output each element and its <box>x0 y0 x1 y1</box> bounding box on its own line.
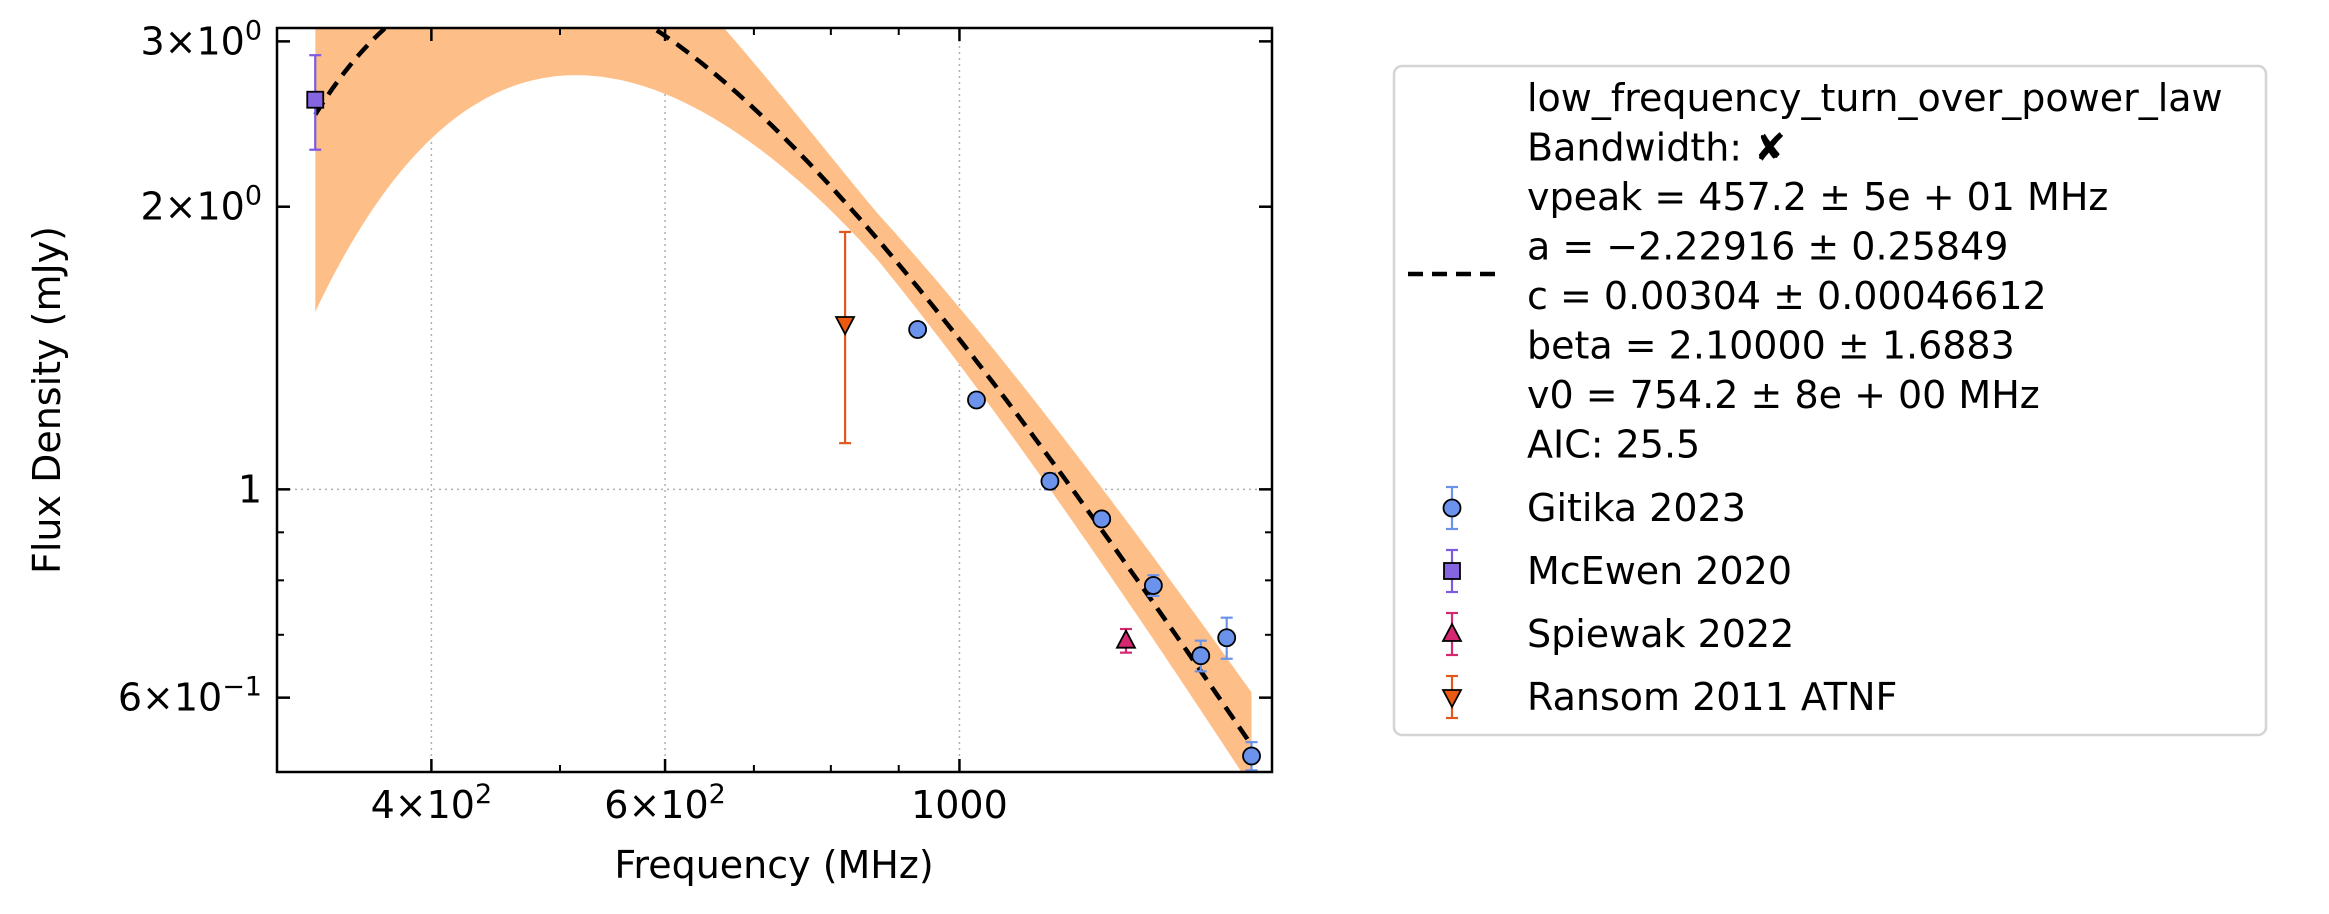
tick-labels: 4×102 6×102 1000 3×100 2×100 1 6×10−1 <box>118 15 1008 827</box>
legend-fit-line: a = −2.22916 ± 0.25849 <box>1527 225 2008 269</box>
legend-fit-line: v0 = 754.2 ± 8e + 00 MHz <box>1527 373 2040 417</box>
data-point <box>1242 746 1261 766</box>
legend-fit-line: AIC: 25.5 <box>1527 423 1700 467</box>
x-tick-label: 6×102 <box>604 779 726 827</box>
legend-fit-line: low_frequency_turn_over_power_law <box>1527 76 2223 120</box>
axis-ticks <box>277 28 1272 773</box>
data-point <box>1115 628 1137 649</box>
data-point <box>1217 628 1237 648</box>
fit-uncertainty-band <box>315 28 1252 772</box>
legend-marker <box>1441 689 1463 709</box>
y-axis-label: Flux Density (mJy) <box>25 226 69 574</box>
legend-frame <box>1392 64 2268 737</box>
y-tick-label: 1 <box>238 467 262 511</box>
legend-series: Gitika 2023 McEwen 2020 Spiewak 2022 Ransom… <box>1441 485 1897 720</box>
legend: low_frequency_turn_over_power_law Bandwid… <box>1392 64 2268 737</box>
legend-series-label: Ransom 2011 ATNF <box>1527 675 1897 719</box>
legend-marker <box>1442 498 1462 518</box>
legend-fit-line: Bandwidth: ✘ <box>1527 126 1786 170</box>
data-point <box>1092 509 1112 529</box>
x-tick-label: 4×102 <box>371 779 493 827</box>
legend-fit-text: low_frequency_turn_over_power_law Bandwid… <box>1527 76 2223 467</box>
data-point <box>1143 576 1163 595</box>
x-tick-label: 1000 <box>911 783 1008 827</box>
legend-series-label: McEwen 2020 <box>1527 549 1792 593</box>
plot-frame <box>275 26 1274 774</box>
data-points <box>306 54 1261 772</box>
legend-marker <box>1443 562 1461 580</box>
data-point <box>834 316 856 336</box>
data-point <box>967 390 986 410</box>
x-axis-label: Frequency (MHz) <box>614 843 933 887</box>
y-tick-label: 2×100 <box>140 181 262 229</box>
grid-lines <box>277 28 1272 772</box>
data-point <box>1040 471 1060 491</box>
data-point <box>1191 646 1211 666</box>
legend-fit-line: beta = 2.10000 ± 1.6883 <box>1527 324 2015 368</box>
legend-fit-line: c = 0.00304 ± 0.00046612 <box>1527 274 2047 318</box>
y-tick-label: 3×100 <box>140 15 262 63</box>
legend-series-label: Spiewak 2022 <box>1527 612 1794 656</box>
legend-fit-line: vpeak = 457.2 ± 5e + 01 MHz <box>1527 175 2108 219</box>
legend-marker <box>1441 622 1463 642</box>
data-point <box>908 320 928 339</box>
data-point <box>306 90 325 109</box>
legend-series-label: Gitika 2023 <box>1527 486 1746 530</box>
y-tick-label: 6×10−1 <box>118 672 262 720</box>
